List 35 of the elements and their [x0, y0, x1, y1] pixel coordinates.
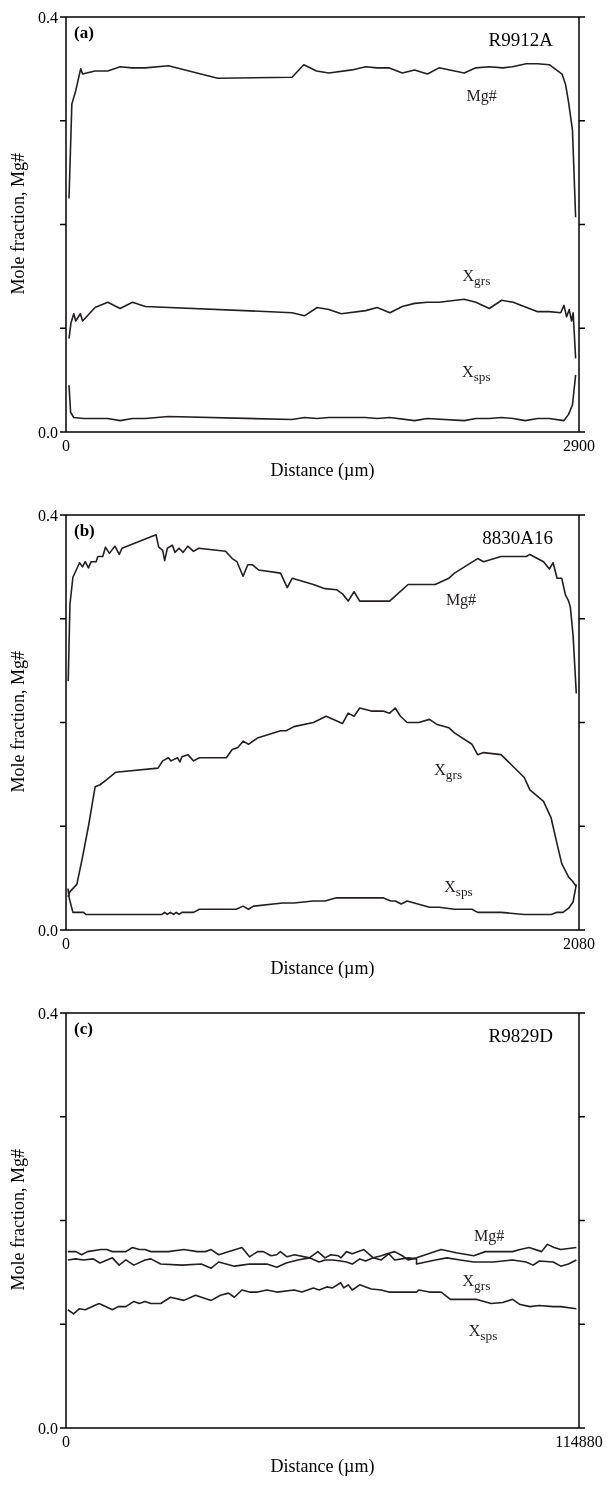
y-tick-label: 0.0 [38, 1419, 58, 1437]
y-tick-label: 0.4 [38, 506, 58, 524]
y-axis-title: Mole fraction, Mg# [8, 153, 29, 295]
series-label: X$_{sps}$ [444, 877, 473, 899]
series-label: Mg# [474, 1226, 505, 1244]
x-axis-title: Distance (µm) [270, 1456, 375, 1477]
chart-title: (a) [74, 23, 94, 42]
series-label: X$_{grs}$ [462, 1271, 491, 1293]
y-axis-title: Mole fraction, Mg# [8, 651, 29, 793]
x-tick-label: 114880 [555, 1433, 603, 1451]
series-label: Mg# [445, 591, 477, 609]
x-tick-label: 2080 [563, 935, 595, 953]
chart-title: (c) [74, 1019, 93, 1038]
series-label: Mg# [466, 86, 497, 104]
text: X$_{sps}$ [462, 362, 491, 384]
line-series [68, 298, 577, 360]
text: R9912A [488, 29, 553, 50]
y-tick-label: 0.0 [38, 423, 58, 441]
text: 8830A16 [482, 527, 553, 548]
text: R9829D [488, 1025, 553, 1046]
series-label: X$_{grs}$ [434, 761, 463, 783]
y-tick-label: 0.0 [38, 921, 58, 939]
series-label: X$_{grs}$ [462, 267, 491, 289]
x-tick-label: 0 [62, 1433, 70, 1451]
x-axis-title: Distance (µm) [270, 460, 375, 481]
line-series [68, 62, 577, 219]
y-tick-label: 0.4 [38, 8, 58, 26]
chart-title: (b) [74, 521, 95, 540]
x-tick-label: 2900 [563, 437, 595, 455]
x-tick-label: 0 [62, 935, 70, 953]
series-label: X$_{sps}$ [468, 1321, 498, 1343]
x-tick-label: 0 [62, 437, 70, 455]
x-axis-title: Distance (µm) [270, 958, 375, 979]
y-tick-label: 0.4 [38, 1004, 58, 1022]
y-axis-title: Mole fraction, Mg# [8, 1149, 29, 1291]
